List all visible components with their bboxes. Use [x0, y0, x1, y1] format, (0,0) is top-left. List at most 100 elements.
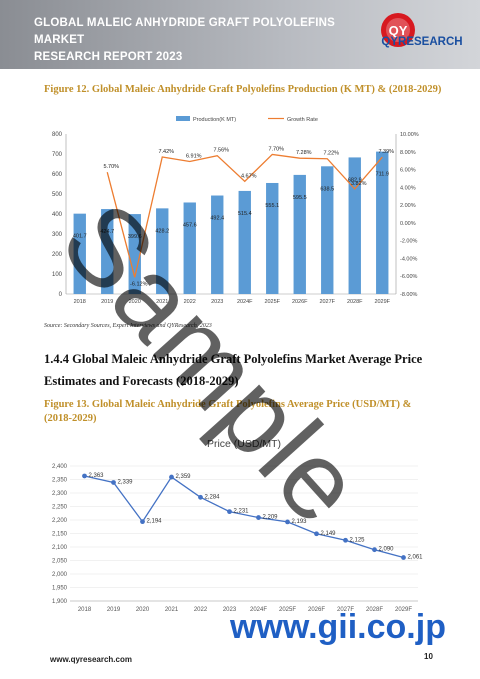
production-bar-label: 638.5: [320, 186, 334, 192]
y-tick-label: 2,250: [52, 505, 68, 511]
production-bar-label: 428.2: [155, 228, 169, 234]
price-point: [285, 519, 290, 525]
y2-tick-label: 0.00%: [400, 221, 416, 227]
x-tick-label: 2025F: [279, 607, 296, 613]
growth-rate-label: 7.22%: [323, 151, 339, 157]
page-number: 10: [424, 652, 433, 661]
y2-tick-label: 2.00%: [400, 203, 416, 209]
production-bar: [211, 195, 224, 294]
production-bar-label: 595.5: [293, 195, 307, 201]
production-bar-label: 711.9: [376, 172, 389, 178]
report-title: GLOBAL MALEIC ANHYDRIDE GRAFT POLYOLEFIN…: [34, 15, 364, 66]
x-tick-label: 2021: [165, 607, 179, 613]
y2-tick-label: -2.00%: [400, 239, 418, 245]
price-point: [372, 547, 377, 553]
price-label: 2,149: [321, 531, 337, 537]
production-bar-label: 682.9: [348, 177, 362, 183]
x-tick-label: 2023: [211, 299, 223, 305]
production-bar: [128, 214, 141, 294]
x-tick-label: 2027F: [319, 299, 335, 305]
growth-rate-label: 7.42%: [158, 149, 174, 155]
production-bar: [238, 190, 251, 294]
production-bar-label: 399.6: [128, 234, 142, 240]
y2-tick-label: -6.00%: [400, 274, 418, 280]
production-bar-label: 457.6: [183, 222, 197, 228]
x-tick-label: 2029F: [374, 299, 390, 305]
x-tick-label: 2018: [74, 299, 86, 305]
production-bar-label: 555.1: [265, 203, 279, 209]
y-tick-label: 300: [52, 232, 63, 238]
report-title-line2: RESEARCH REPORT 2023: [34, 51, 183, 63]
x-tick-label: 2028F: [366, 607, 383, 613]
production-chart: Production(K MT) Growth Rate 0 100 200 300 400…: [52, 116, 419, 305]
growth-rate-line: [106, 153, 383, 278]
x-tick-label: 2024F: [237, 299, 253, 305]
production-bar: [183, 202, 196, 294]
y-tick-label: 1,950: [52, 586, 68, 592]
price-point: [343, 537, 348, 543]
y2-tick-label: 4.00%: [400, 185, 416, 191]
x-tick-label: 2024F: [250, 607, 267, 613]
legend-swatch-production: [176, 116, 190, 121]
x-tick-label: 2023: [223, 607, 237, 613]
logo-circle-text: QY: [389, 23, 408, 38]
price-point: [198, 494, 203, 500]
price-label: 2,194: [147, 519, 163, 525]
production-bar: [101, 209, 114, 294]
x-tick-label: 2022: [194, 607, 208, 613]
report-title-line1: GLOBAL MALEIC ANHYDRIDE GRAFT POLYOLEFIN…: [34, 17, 336, 46]
y2-tick-label: -4.00%: [400, 256, 418, 262]
logo-text: QYRESEARCH: [381, 36, 462, 48]
price-point: [111, 480, 116, 485]
price-point: [314, 531, 319, 537]
y-tick-label: 800: [52, 132, 63, 138]
price-label: 2,061: [408, 555, 424, 561]
price-label: 2,363: [89, 473, 105, 479]
production-bar: [73, 213, 86, 294]
x-tick-label: 2020: [129, 299, 141, 305]
x-tick-label: 2025F: [264, 299, 280, 305]
y-tick-label: 2,400: [52, 464, 68, 470]
production-bar-label: 515.4: [238, 211, 252, 217]
price-point: [401, 555, 406, 560]
x-tick-label: 2026F: [308, 607, 325, 613]
x-tick-label: 2027F: [337, 607, 354, 613]
footer-url: www.qyresearch.com: [50, 655, 132, 664]
section-heading-line2: Estimates and Forecasts (2018-2029): [44, 374, 239, 388]
production-bar: [266, 182, 279, 294]
price-point: [169, 474, 174, 480]
legend-label-production: Production(K MT): [193, 117, 236, 123]
price-label: 2,193: [292, 519, 308, 525]
production-bar: [348, 157, 361, 294]
legend-label-growth: Growth Rate: [287, 117, 318, 123]
price-label: 2,231: [234, 509, 250, 515]
production-bar-label: 492.4: [210, 216, 224, 222]
price-point: [82, 473, 87, 479]
growth-rate-label: 7.39%: [378, 149, 394, 155]
section-heading-line1: 1.4.4 Global Maleic Anhydride Graft Poly…: [44, 352, 423, 366]
y-tick-label: 500: [52, 192, 63, 198]
qyresearch-logo: QY QYRESEARCH: [381, 13, 463, 48]
production-bar: [293, 174, 306, 294]
x-tick-label: 2019: [107, 607, 121, 613]
x-tick-label: 2021: [156, 299, 168, 305]
x-tick-label: 2029F: [395, 607, 412, 613]
growth-rate-label: -6.12%: [130, 281, 148, 287]
x-tick-label: 2019: [101, 299, 113, 305]
y-tick-label: 2,050: [52, 559, 68, 565]
figure13-title-line2: (2018-2029): [44, 413, 97, 424]
price-chart-title: Price (USD/MT): [207, 438, 281, 450]
price-label: 2,284: [205, 494, 221, 500]
gii-watermark: www.gii.co.jp: [230, 608, 446, 646]
figure12-source: Source: Secondary Sources, Expert Interv…: [44, 323, 212, 329]
y-tick-label: 2,300: [52, 491, 68, 497]
x-tick-label: 2028F: [347, 299, 363, 305]
x-tick-label: 2018: [78, 607, 92, 613]
x-tick-label: 2026F: [292, 299, 308, 305]
growth-rate-label: 5.70%: [103, 164, 119, 170]
y-tick-label: 400: [52, 212, 63, 218]
y-tick-label: 600: [52, 172, 63, 178]
x-tick-label: 2020: [136, 607, 150, 613]
figure12-title: Figure 12. Global Maleic Anhydride Graft…: [44, 84, 442, 95]
y-tick-label: 2,200: [52, 518, 68, 524]
